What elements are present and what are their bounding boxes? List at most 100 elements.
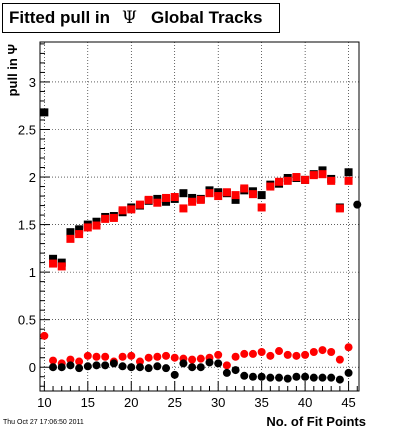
data-point-square: [179, 189, 188, 198]
data-point-square: [344, 176, 353, 185]
data-point-circle: [292, 372, 301, 381]
data-point-square: [153, 198, 162, 207]
data-point-circle: [353, 200, 362, 209]
x-tick-label: 30: [211, 395, 225, 410]
data-point-circle: [275, 373, 284, 382]
data-point-circle: [188, 355, 197, 364]
data-point-circle: [153, 352, 162, 361]
data-point-square: [266, 182, 275, 191]
data-point-square: [127, 205, 136, 214]
data-point-circle: [344, 368, 353, 377]
data-point-square: [49, 259, 58, 268]
y-tick-label: 2.5: [18, 122, 36, 137]
data-point-circle: [196, 363, 205, 372]
data-point-circle: [257, 348, 266, 357]
data-point-circle: [135, 363, 144, 372]
data-point-square: [83, 223, 92, 232]
data-point-circle: [188, 363, 197, 372]
data-point-circle: [66, 355, 75, 364]
data-point-circle: [266, 373, 275, 382]
data-point-square: [275, 177, 284, 186]
data-point-circle: [335, 355, 344, 364]
data-point-square: [162, 193, 171, 202]
data-point-square: [301, 175, 310, 184]
data-point-circle: [327, 348, 336, 357]
x-tick-label: 45: [341, 395, 355, 410]
title-main: Fitted pull in: [9, 8, 111, 27]
data-point-circle: [318, 373, 327, 382]
data-point-square: [170, 193, 179, 202]
data-point-circle: [327, 373, 336, 382]
y-tick-label: 1: [29, 265, 36, 280]
data-point-circle: [266, 351, 275, 360]
data-point-circle: [92, 361, 101, 370]
data-point-circle: [144, 353, 153, 362]
data-point-circle: [92, 352, 101, 361]
data-point-circle: [153, 362, 162, 371]
data-point-circle: [248, 349, 257, 358]
title-box: Fitted pull in Ψ Global Tracks: [2, 3, 280, 33]
data-point-square: [309, 171, 318, 180]
data-point-square: [231, 191, 240, 200]
data-point-square: [135, 200, 144, 209]
data-point-square: [49, 254, 58, 263]
data-point-square: [75, 225, 84, 234]
data-point-circle: [292, 351, 301, 360]
data-point-square: [196, 195, 205, 204]
data-point-circle: [135, 357, 144, 366]
data-point-circle: [214, 359, 223, 368]
data-point-circle: [283, 374, 292, 383]
data-point-circle: [66, 361, 75, 370]
data-point-circle: [318, 346, 327, 355]
data-point-circle: [170, 370, 179, 379]
data-point-circle: [275, 347, 284, 356]
data-point-square: [66, 228, 75, 237]
data-point-square: [248, 190, 257, 199]
x-axis-label: No. of Fit Points: [266, 414, 366, 429]
data-point-circle: [144, 364, 153, 373]
timestamp-footer: Thu Oct 27 17:06:50 2011: [3, 419, 84, 426]
y-tick-label: 1.5: [18, 218, 36, 233]
data-point-square: [118, 206, 127, 215]
data-point-square: [179, 204, 188, 213]
chart-title: Fitted pull in Ψ Global Tracks: [9, 8, 262, 28]
data-point-circle: [162, 351, 171, 360]
x-tick-label: 35: [254, 395, 268, 410]
data-point-circle: [118, 352, 127, 361]
x-tick-label: 20: [124, 395, 138, 410]
data-point-circle: [214, 350, 223, 359]
data-point-square: [75, 230, 84, 239]
data-point-circle: [335, 375, 344, 384]
data-point-circle: [127, 351, 136, 360]
data-point-square: [257, 191, 266, 200]
y-tick-label: 0: [29, 360, 36, 375]
data-point-square: [66, 234, 75, 243]
plot-frame: [39, 41, 360, 392]
data-point-circle: [222, 361, 231, 370]
data-point-circle: [179, 359, 188, 368]
data-point-square: [318, 170, 327, 179]
data-point-circle: [231, 366, 240, 375]
data-point-square: [101, 214, 110, 223]
data-point-circle: [40, 331, 49, 340]
data-point-circle: [170, 353, 179, 362]
data-point-circle: [75, 364, 84, 373]
data-point-circle: [344, 343, 353, 352]
data-point-square: [222, 188, 231, 197]
data-point-square: [188, 197, 197, 206]
title-suffix: Global Tracks: [150, 8, 263, 27]
data-point-square: [257, 203, 266, 212]
data-point-circle: [162, 364, 171, 373]
data-point-circle: [283, 350, 292, 359]
data-point-circle: [49, 363, 58, 372]
data-point-square: [144, 195, 153, 204]
x-tick-label: 25: [167, 395, 181, 410]
data-point-circle: [57, 363, 66, 372]
data-point-square: [327, 176, 336, 185]
y-tick-label: 3: [29, 75, 36, 90]
x-tick-label: 40: [298, 395, 312, 410]
data-point-circle: [205, 358, 214, 367]
y-axis-label: pull in Ψ: [5, 44, 20, 96]
data-point-circle: [83, 351, 92, 360]
